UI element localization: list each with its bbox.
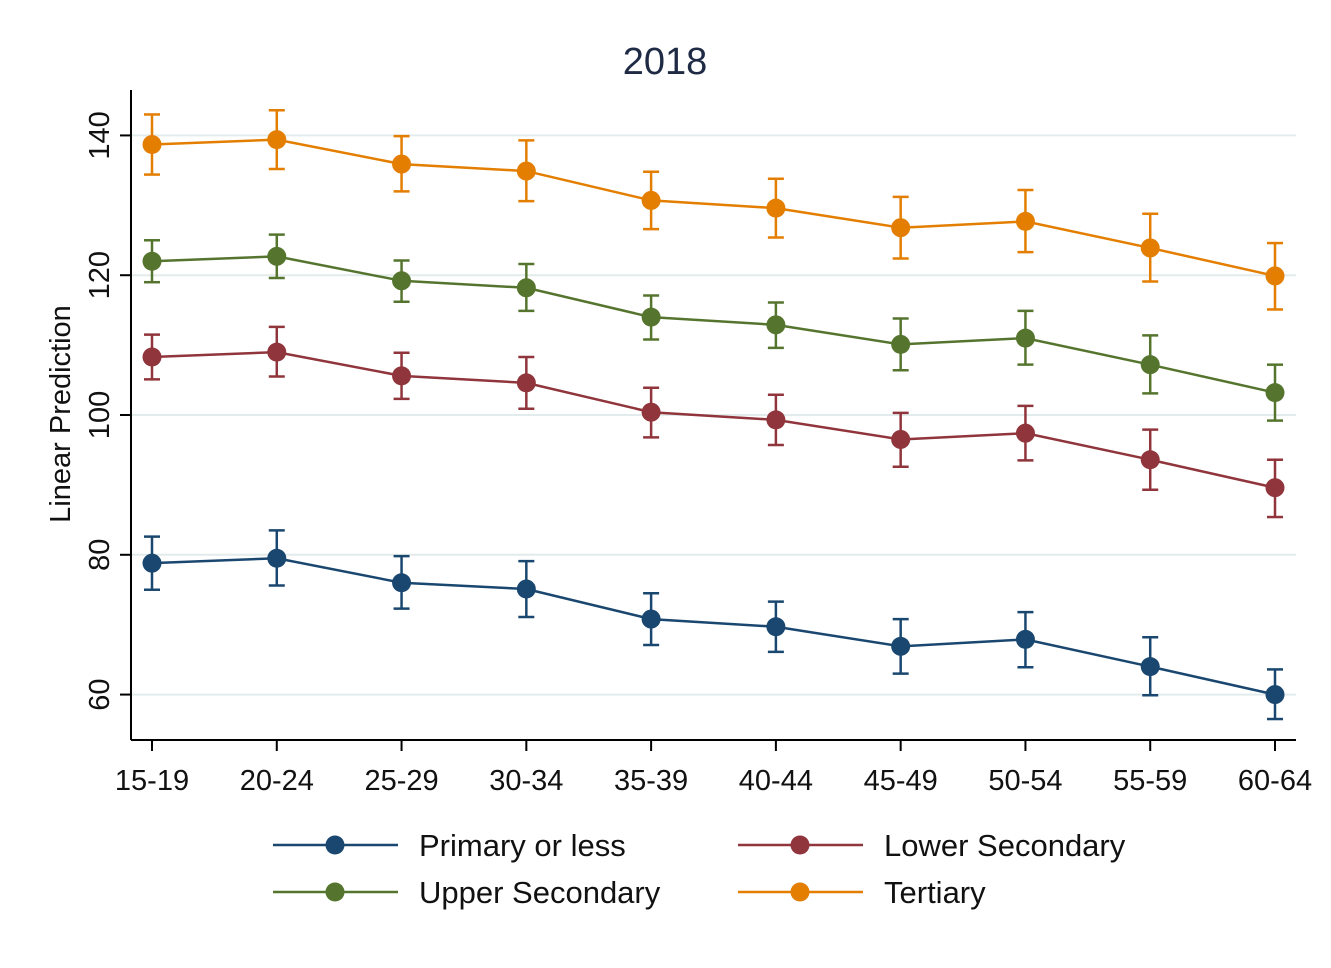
point-upper-secondary-35-39 bbox=[641, 307, 661, 327]
x-tick-label-35-39: 35-39 bbox=[614, 765, 688, 797]
point-lower-secondary-40-44 bbox=[766, 410, 786, 430]
point-upper-secondary-40-44 bbox=[766, 315, 786, 335]
series-line-upper-secondary bbox=[151, 255, 1276, 394]
point-upper-secondary-25-29 bbox=[392, 271, 412, 291]
point-primary-or-less-55-59 bbox=[1140, 657, 1160, 677]
legend-swatch-marker bbox=[325, 882, 345, 902]
point-primary-or-less-25-29 bbox=[392, 573, 412, 593]
point-tertiary-15-19 bbox=[142, 135, 162, 155]
series-primary-or-less bbox=[142, 529, 1285, 721]
legend-label-tertiary: Tertiary bbox=[884, 875, 986, 910]
y-tick-label-100: 100 bbox=[84, 391, 116, 439]
chart-title: 2018 bbox=[623, 41, 708, 83]
point-upper-secondary-45-49 bbox=[891, 334, 911, 354]
legend-item-upper-secondary: Upper Secondary bbox=[273, 875, 661, 910]
series-line-lower-secondary bbox=[151, 350, 1276, 489]
series-upper-secondary bbox=[142, 233, 1285, 422]
y-tick-label-60: 60 bbox=[84, 678, 116, 710]
point-lower-secondary-30-34 bbox=[516, 373, 536, 393]
point-tertiary-50-54 bbox=[1015, 211, 1035, 231]
legend-label-upper-secondary: Upper Secondary bbox=[419, 875, 661, 910]
y-tick-label-140: 140 bbox=[84, 111, 116, 159]
legend-swatch-marker bbox=[790, 835, 810, 855]
legend-swatch-marker bbox=[325, 835, 345, 855]
point-upper-secondary-30-34 bbox=[516, 278, 536, 298]
point-primary-or-less-40-44 bbox=[766, 617, 786, 637]
point-tertiary-20-24 bbox=[267, 130, 287, 150]
point-lower-secondary-45-49 bbox=[891, 429, 911, 449]
point-primary-or-less-20-24 bbox=[267, 548, 287, 568]
legend-item-primary-or-less: Primary or less bbox=[273, 828, 626, 863]
point-tertiary-55-59 bbox=[1140, 238, 1160, 258]
x-tick-label-25-29: 25-29 bbox=[364, 765, 438, 797]
legend-item-lower-secondary: Lower Secondary bbox=[738, 828, 1126, 863]
series-tertiary bbox=[142, 109, 1285, 311]
point-upper-secondary-55-59 bbox=[1140, 355, 1160, 375]
point-tertiary-35-39 bbox=[641, 190, 661, 210]
y-axis-title: Linear Prediction bbox=[45, 305, 77, 523]
y-tick-label-120: 120 bbox=[84, 251, 116, 299]
series-lower-secondary bbox=[142, 325, 1285, 519]
point-lower-secondary-35-39 bbox=[641, 402, 661, 422]
point-tertiary-40-44 bbox=[766, 198, 786, 218]
legend-label-primary-or-less: Primary or less bbox=[419, 828, 626, 863]
point-upper-secondary-60-64 bbox=[1265, 383, 1285, 403]
x-tick-label-30-34: 30-34 bbox=[489, 765, 563, 797]
point-tertiary-60-64 bbox=[1265, 266, 1285, 286]
x-tick-label-60-64: 60-64 bbox=[1238, 765, 1312, 797]
series-line-tertiary bbox=[151, 138, 1276, 278]
legend-item-tertiary: Tertiary bbox=[738, 875, 986, 910]
x-tick-label-15-19: 15-19 bbox=[115, 765, 189, 797]
point-tertiary-30-34 bbox=[516, 161, 536, 181]
point-lower-secondary-55-59 bbox=[1140, 450, 1160, 470]
series-line-primary-or-less bbox=[151, 557, 1276, 696]
point-primary-or-less-30-34 bbox=[516, 579, 536, 599]
point-lower-secondary-20-24 bbox=[267, 342, 287, 362]
point-lower-secondary-60-64 bbox=[1265, 478, 1285, 498]
legend: Primary or less Lower Secondary Upper Seco… bbox=[273, 828, 1126, 910]
series bbox=[142, 109, 1285, 721]
point-primary-or-less-15-19 bbox=[142, 553, 162, 573]
point-lower-secondary-50-54 bbox=[1015, 423, 1035, 443]
point-primary-or-less-45-49 bbox=[891, 636, 911, 656]
x-tick-label-50-54: 50-54 bbox=[988, 765, 1062, 797]
point-upper-secondary-20-24 bbox=[267, 246, 287, 266]
point-lower-secondary-25-29 bbox=[392, 366, 412, 386]
point-tertiary-25-29 bbox=[392, 154, 412, 174]
point-upper-secondary-15-19 bbox=[142, 251, 162, 271]
legend-label-lower-secondary: Lower Secondary bbox=[884, 828, 1126, 863]
legend-swatch-marker bbox=[790, 882, 810, 902]
x-tick-label-55-59: 55-59 bbox=[1113, 765, 1187, 797]
axes: 60 80 100 120 140 15-19 20-24 25-29 30-34 35-39 40… bbox=[84, 90, 1312, 797]
point-primary-or-less-60-64 bbox=[1265, 685, 1285, 705]
point-upper-secondary-50-54 bbox=[1015, 328, 1035, 348]
point-primary-or-less-50-54 bbox=[1015, 629, 1035, 649]
x-tick-label-40-44: 40-44 bbox=[739, 765, 813, 797]
y-tick-label-80: 80 bbox=[84, 539, 116, 571]
x-tick-label-20-24: 20-24 bbox=[240, 765, 314, 797]
point-primary-or-less-35-39 bbox=[641, 609, 661, 629]
point-lower-secondary-15-19 bbox=[142, 347, 162, 367]
point-tertiary-45-49 bbox=[891, 218, 911, 238]
x-tick-label-45-49: 45-49 bbox=[864, 765, 938, 797]
